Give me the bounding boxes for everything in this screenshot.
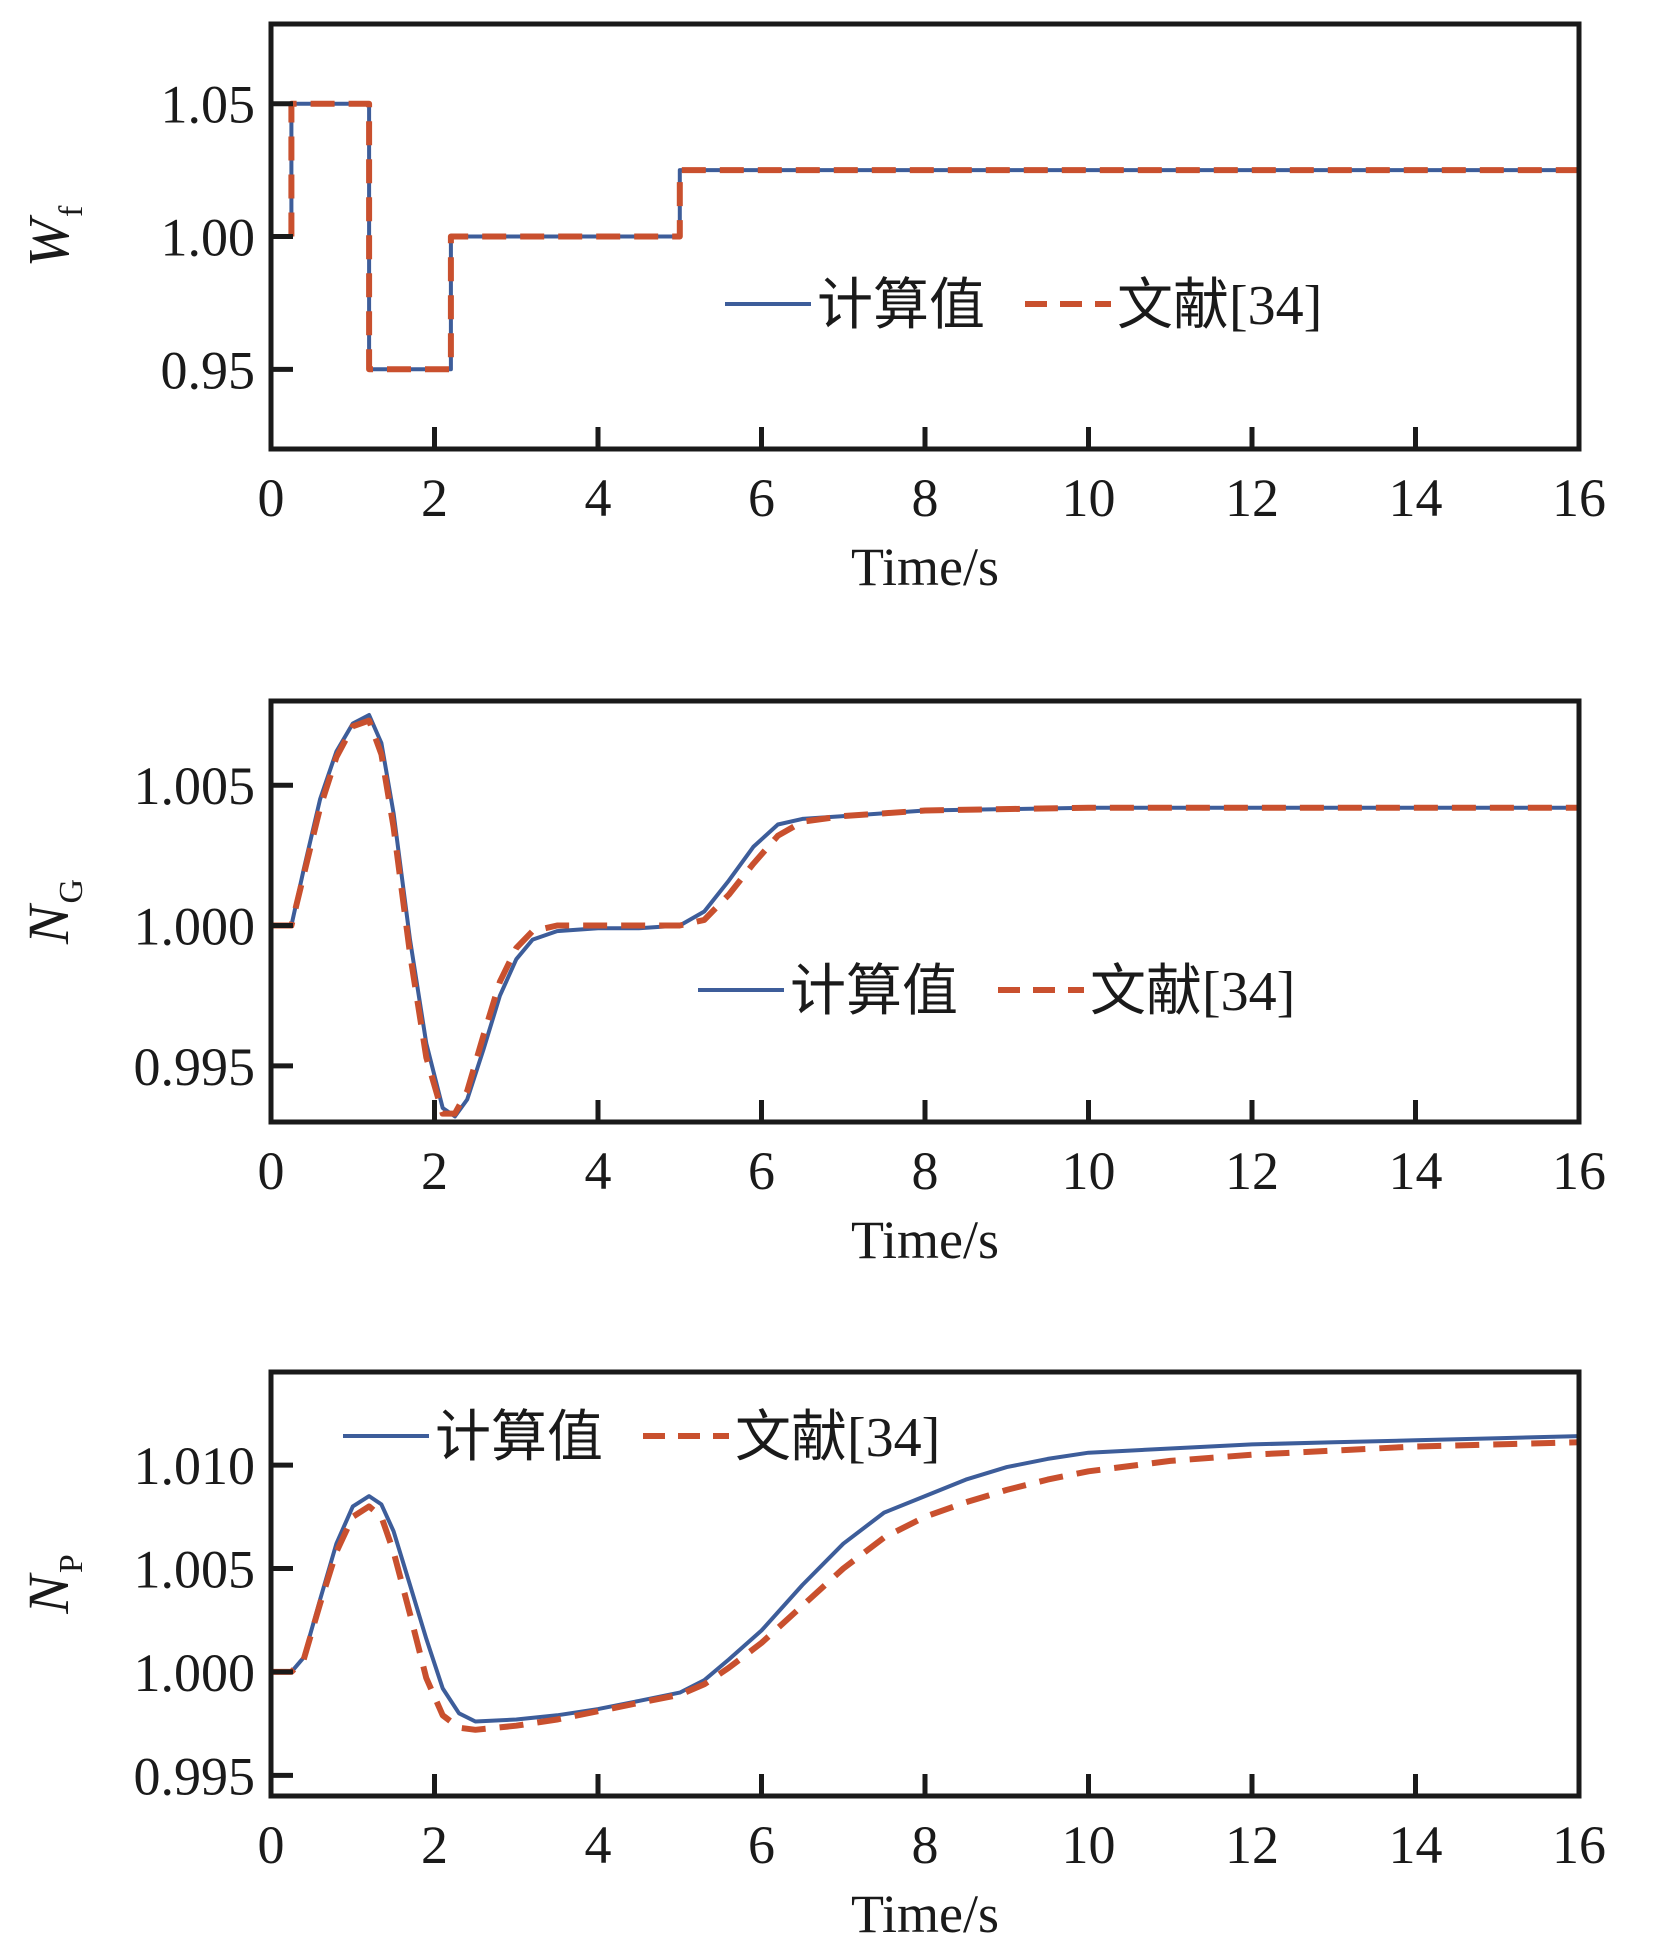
x-tick-label: 6 <box>748 1141 775 1201</box>
legend: 计算值 文献[34] <box>725 275 1322 337</box>
y-tick-label: 0.95 <box>161 340 256 400</box>
chart-panel-1: 0 2 4 6 8 10 12 14 16 0.95 1.00 1.05 Time/s Wf 计算值 文献[3… <box>16 21 1606 597</box>
y-axis-title: NG <box>16 879 90 945</box>
series-line-computed <box>271 1434 1579 1724</box>
x-tick-label: 14 <box>1389 468 1443 528</box>
y-tick-label: 0.995 <box>134 1037 256 1097</box>
series-line-reference <box>288 100 1579 373</box>
y-tick-label: 1.00 <box>161 208 256 268</box>
y-tick-label: 1.000 <box>134 1643 256 1703</box>
x-tick-label: 2 <box>421 1815 448 1875</box>
x-tick-label: 0 <box>258 1815 285 1875</box>
series-line-reference <box>271 717 1579 1117</box>
x-tick-label: 12 <box>1225 1141 1279 1201</box>
y-tick-label: 1.000 <box>134 897 256 957</box>
legend: 计算值 文献[34] <box>698 961 1295 1023</box>
y-axis-title: NP <box>16 1554 90 1615</box>
x-axis-title: Time/s <box>851 1884 999 1944</box>
chart-panel-3: 0 2 4 6 8 10 12 14 16 0.995 1.000 1.005 1.010 Time/s N… <box>16 1369 1606 1944</box>
x-tick-label: 12 <box>1225 1815 1279 1875</box>
y-axis-title: Wf <box>16 205 90 267</box>
x-tick-label: 6 <box>748 1815 775 1875</box>
x-axis-title: Time/s <box>851 537 999 597</box>
x-tick-label: 4 <box>585 1141 612 1201</box>
x-tick-label: 2 <box>421 1141 448 1201</box>
y-tick-label: 1.010 <box>134 1436 256 1496</box>
y-tick-label: 1.005 <box>134 1539 256 1599</box>
legend-label: 文献[34] <box>1090 961 1295 1023</box>
chart-panel-2: 0 2 4 6 8 10 12 14 16 0.995 1.000 1.005 Time/s NG 计算值 文… <box>16 698 1606 1270</box>
x-tick-label: 10 <box>1062 468 1116 528</box>
x-tick-label: 14 <box>1389 1815 1443 1875</box>
x-tick-label: 8 <box>912 1815 939 1875</box>
x-tick-label: 16 <box>1552 1815 1606 1875</box>
x-tick-label: 12 <box>1225 468 1279 528</box>
series-line-reference <box>271 1439 1579 1733</box>
x-tick-label: 10 <box>1062 1141 1116 1201</box>
x-tick-label: 4 <box>585 468 612 528</box>
plot-frame <box>268 698 1582 1125</box>
x-tick-label: 4 <box>585 1815 612 1875</box>
x-tick-label: 8 <box>912 1141 939 1201</box>
x-tick-label: 14 <box>1389 1141 1443 1201</box>
x-tick-label: 0 <box>258 1141 285 1201</box>
legend-label: 文献[34] <box>1117 275 1322 337</box>
x-tick-label: 2 <box>421 468 448 528</box>
legend-label: 计算值 <box>790 961 958 1023</box>
x-tick-label: 16 <box>1552 1141 1606 1201</box>
x-axis-title: Time/s <box>851 1210 999 1270</box>
x-tick-label: 10 <box>1062 1815 1116 1875</box>
series-line-computed <box>271 713 1579 1119</box>
legend-label: 计算值 <box>435 1407 603 1469</box>
x-tick-label: 6 <box>748 468 775 528</box>
y-tick-label: 1.005 <box>134 756 256 816</box>
x-tick-label: 16 <box>1552 468 1606 528</box>
legend-label: 计算值 <box>817 275 985 337</box>
legend: 计算值 文献[34] <box>343 1407 940 1469</box>
legend-label: 文献[34] <box>735 1407 940 1469</box>
x-tick-label: 8 <box>912 468 939 528</box>
y-tick-label: 0.995 <box>134 1746 256 1806</box>
y-tick-label: 1.05 <box>161 75 256 135</box>
x-tick-label: 0 <box>258 468 285 528</box>
